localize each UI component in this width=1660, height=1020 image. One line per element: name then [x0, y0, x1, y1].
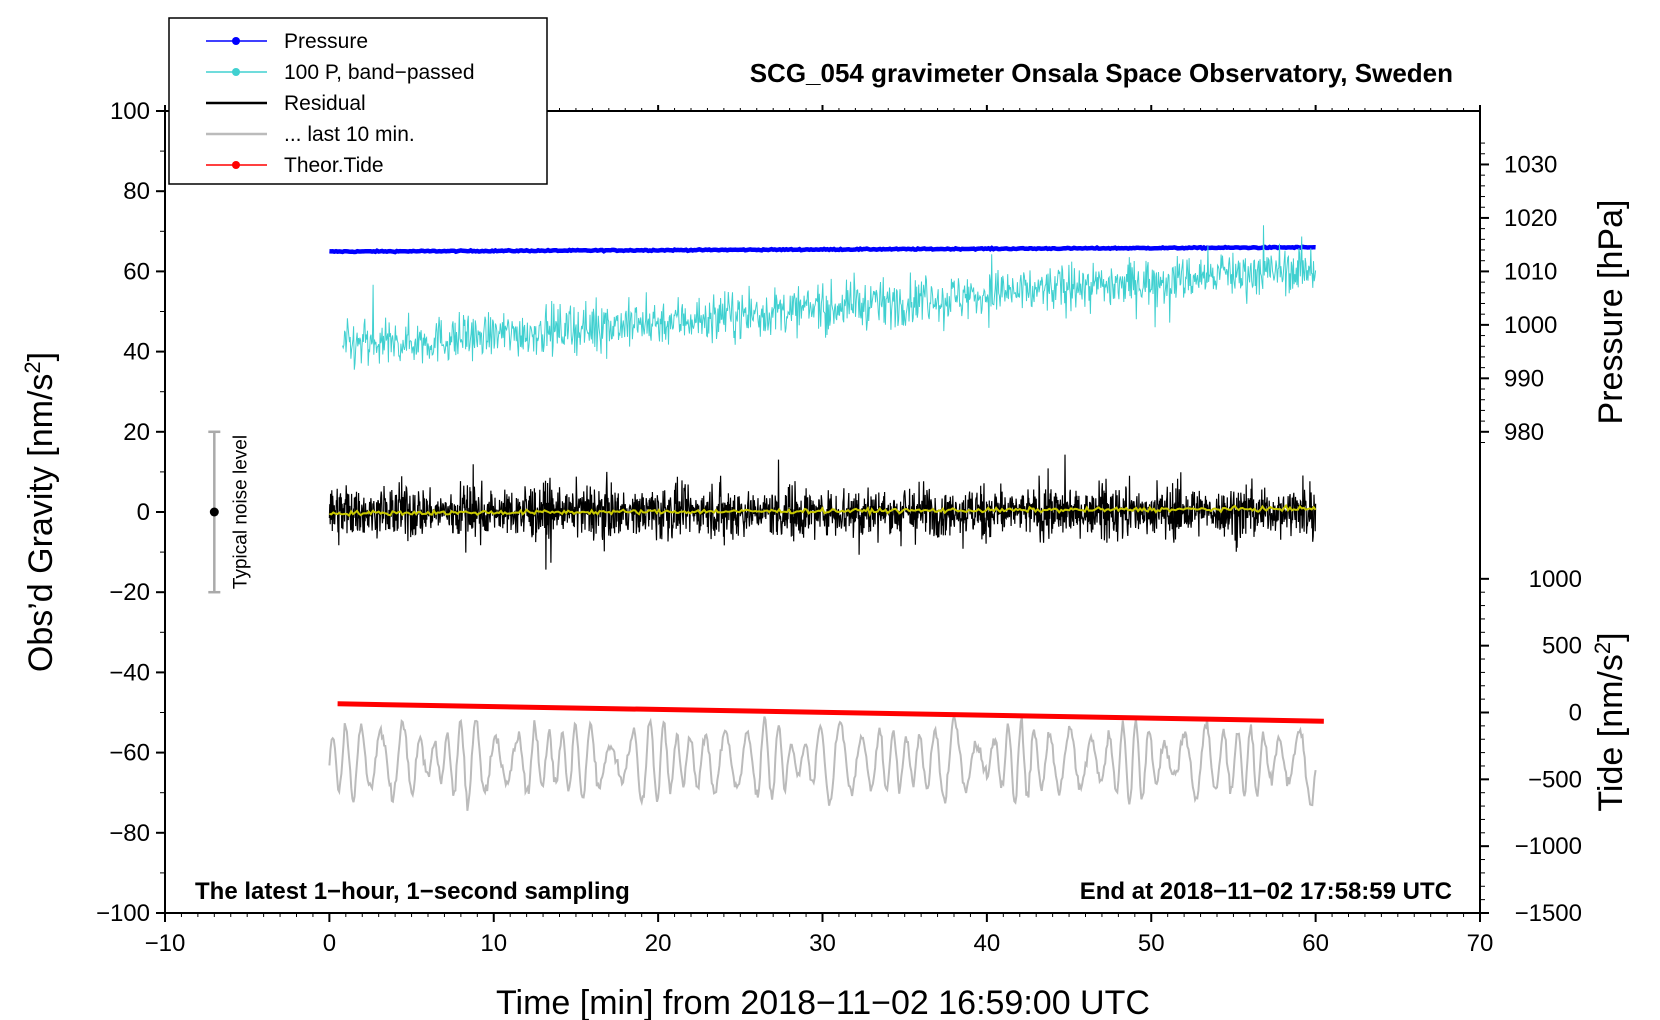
x-tick-label: 20 — [645, 930, 672, 957]
series-pressure — [329, 244, 1316, 255]
noise-level-label: Typical noise level — [230, 435, 251, 589]
tide-tick-label: 0 — [1569, 700, 1582, 727]
noise-level-indicator: Typical noise level — [208, 430, 251, 594]
end-time-annotation: End at 2018−11−02 17:58:59 UTC — [1080, 878, 1452, 905]
tide-tick-label: 1000 — [1529, 566, 1582, 593]
legend-box — [168, 17, 548, 185]
y-tick-label: 40 — [123, 339, 150, 366]
x-axis-title: Time [min] from 2018−11−02 16:59:00 UTC — [496, 984, 1150, 1020]
legend-label: Theor.Tide — [284, 154, 384, 177]
legend: Pressure 100 P, band−passed Residual ... la… — [168, 17, 548, 185]
y-tick-label: 0 — [137, 499, 150, 526]
legend-label: Residual — [284, 92, 366, 115]
tide-tick-label: −1500 — [1515, 900, 1582, 927]
y-tick-label: 80 — [123, 178, 150, 205]
x-tick-label: 10 — [480, 930, 507, 957]
x-tick-label: 60 — [1302, 930, 1329, 957]
x-tick-label: 50 — [1138, 930, 1165, 957]
legend-label: ... last 10 min. — [284, 123, 415, 146]
series-residual-smoothed — [329, 503, 1317, 518]
x-tick-label: 30 — [809, 930, 836, 957]
legend-label: 100 P, band−passed — [284, 61, 475, 84]
y-axis-title: Obs’d Gravity [nm/s2] — [20, 352, 60, 672]
tide-axis-title-superscript: 2 — [1590, 642, 1615, 654]
legend-swatch-marker — [232, 161, 240, 169]
pressure-tick-label: 990 — [1504, 365, 1544, 392]
chart-title: SCG_054 gravimeter Onsala Space Observat… — [750, 58, 1453, 88]
pressure-tick-label: 1030 — [1504, 151, 1557, 178]
legend-swatch-marker — [232, 37, 240, 45]
tide-axis-title-end: ] — [1592, 632, 1630, 641]
sampling-annotation: The latest 1−hour, 1−second sampling — [195, 878, 630, 905]
x-tick-label: 40 — [974, 930, 1001, 957]
tick-labels: −10 0 10 20 30 40 50 60 70−100−80−60−40−20020406… — [96, 98, 1582, 957]
x-tick-label: 0 — [323, 930, 336, 957]
pressure-axis-title: Pressure [hPa] — [1592, 200, 1630, 425]
legend-label: Pressure — [284, 30, 368, 53]
pressure-tick-label: 1000 — [1504, 312, 1557, 339]
tide-tick-label: −500 — [1528, 766, 1582, 793]
series-theoretical-tide — [337, 701, 1324, 724]
series-residual — [328, 454, 1317, 570]
axis-ticks — [156, 105, 1489, 922]
y-axis-title-superscript: 2 — [20, 361, 45, 373]
legend-swatch-marker — [232, 68, 240, 76]
pressure-tick-label: 1020 — [1504, 205, 1557, 232]
y-axis-title-main: Obs’d Gravity [nm/s — [22, 374, 60, 673]
tide-tick-label: −1000 — [1515, 833, 1582, 860]
tide-axis-title-main: Tide [nm/s — [1592, 654, 1630, 811]
pressure-tick-label: 1010 — [1504, 258, 1557, 285]
tide-tick-label: 500 — [1542, 633, 1582, 660]
pressure-tick-label: 980 — [1504, 419, 1544, 446]
y-tick-label: 100 — [110, 98, 150, 125]
y-tick-label: −60 — [109, 740, 150, 767]
noise-center-dot — [209, 507, 219, 517]
x-tick-label: −10 — [145, 930, 186, 957]
y-tick-label: −40 — [109, 659, 150, 686]
y-tick-label: −80 — [109, 820, 150, 847]
series-last-10-min — [328, 712, 1317, 811]
y-tick-label: −100 — [96, 900, 150, 927]
tide-axis-title: Tide [nm/s2] — [1590, 632, 1630, 811]
y-tick-label: 60 — [123, 258, 150, 285]
series-pressure-band-passed — [342, 225, 1317, 370]
series-group — [328, 225, 1324, 811]
x-tick-label: 70 — [1467, 930, 1494, 957]
y-tick-label: −20 — [109, 579, 150, 606]
y-tick-label: 20 — [123, 419, 150, 446]
y-axis-title-end: ] — [22, 352, 60, 361]
